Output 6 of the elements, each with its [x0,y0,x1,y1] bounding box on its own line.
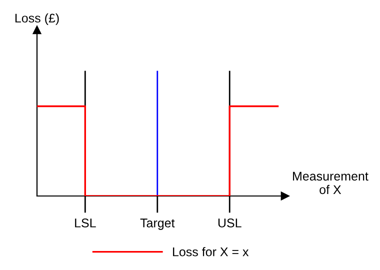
x-axis-title: Measurement of X [293,172,368,194]
x-tick-label: Target [140,218,175,230]
x-tick-label: LSL [75,218,96,228]
text: Loss for X = x [173,247,249,256]
x-tick-label: USL [218,218,242,228]
text: Loss (£) [15,13,59,26]
